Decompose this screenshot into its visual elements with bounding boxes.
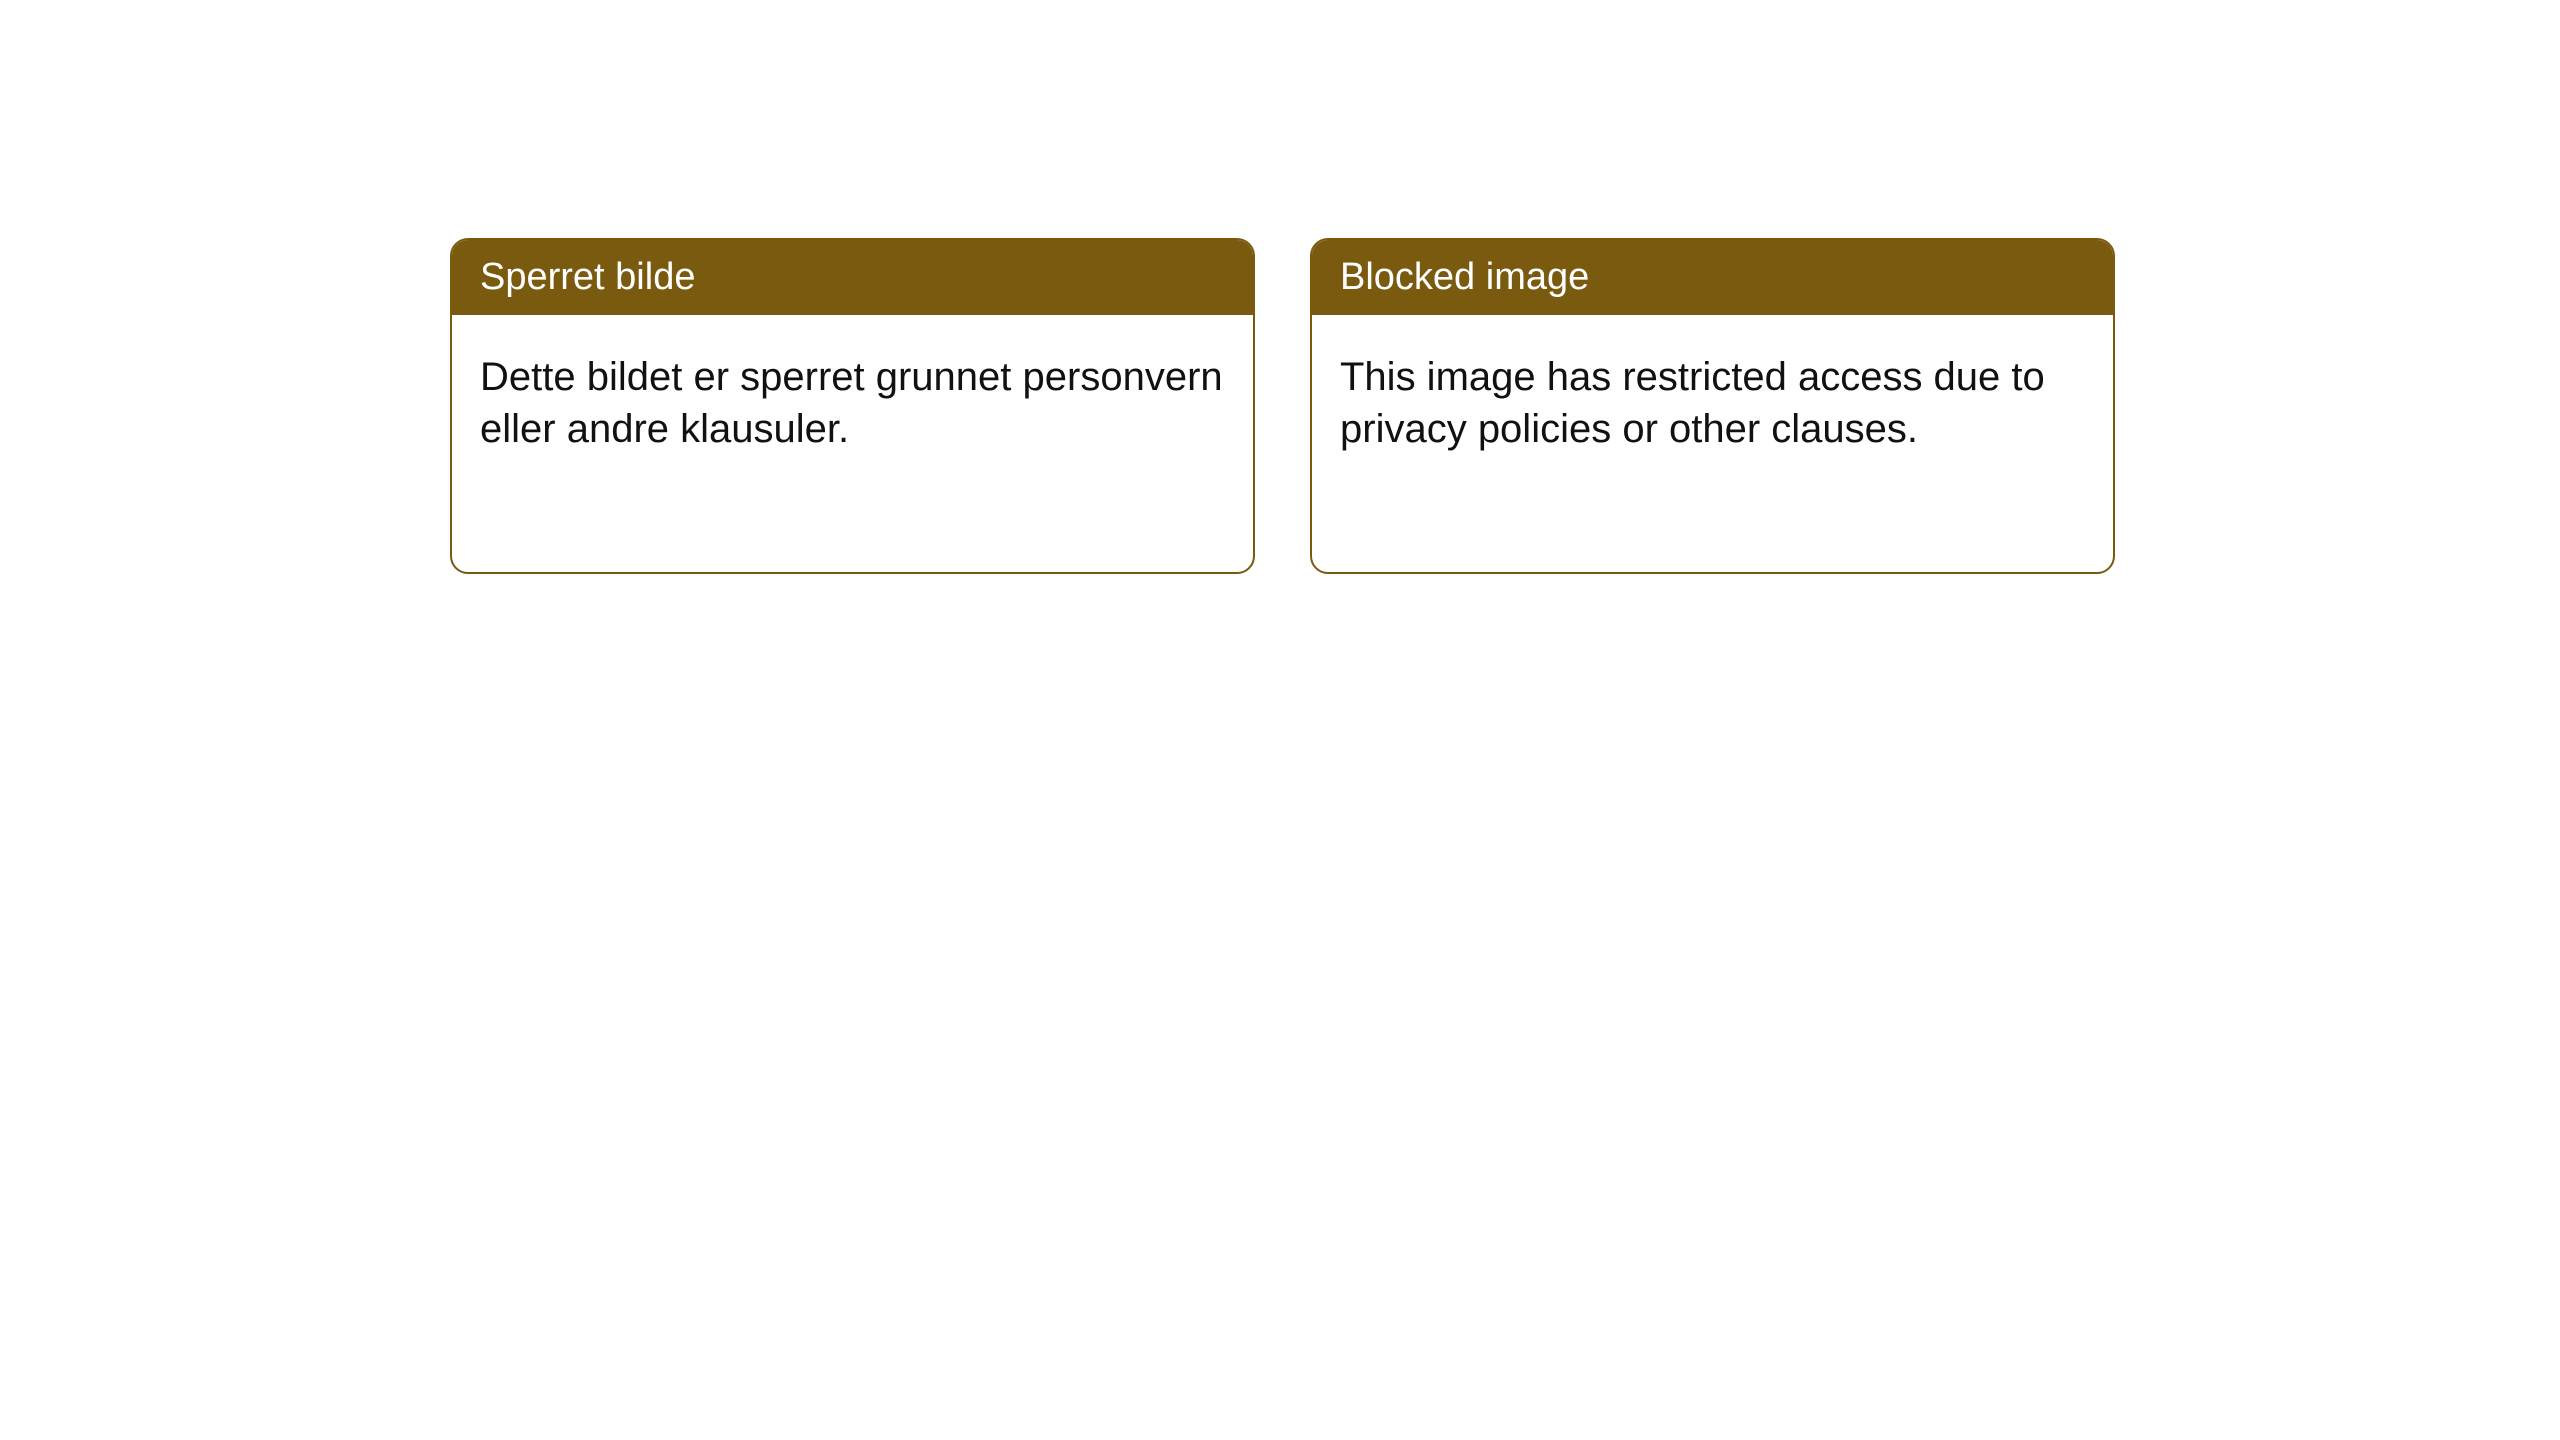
blocked-image-card-no: Sperret bilde Dette bildet er sperret gr…	[450, 238, 1255, 574]
card-title: Blocked image	[1340, 256, 1589, 298]
card-body: Dette bildet er sperret grunnet personve…	[452, 315, 1253, 491]
notice-cards-container: Sperret bilde Dette bildet er sperret gr…	[450, 238, 2115, 574]
card-body: This image has restricted access due to …	[1312, 315, 2113, 491]
blocked-image-card-en: Blocked image This image has restricted …	[1310, 238, 2115, 574]
card-header: Sperret bilde	[452, 240, 1253, 315]
card-header: Blocked image	[1312, 240, 2113, 315]
card-title: Sperret bilde	[480, 256, 695, 298]
card-body-text: Dette bildet er sperret grunnet personve…	[480, 355, 1223, 451]
card-body-text: This image has restricted access due to …	[1340, 355, 2045, 451]
